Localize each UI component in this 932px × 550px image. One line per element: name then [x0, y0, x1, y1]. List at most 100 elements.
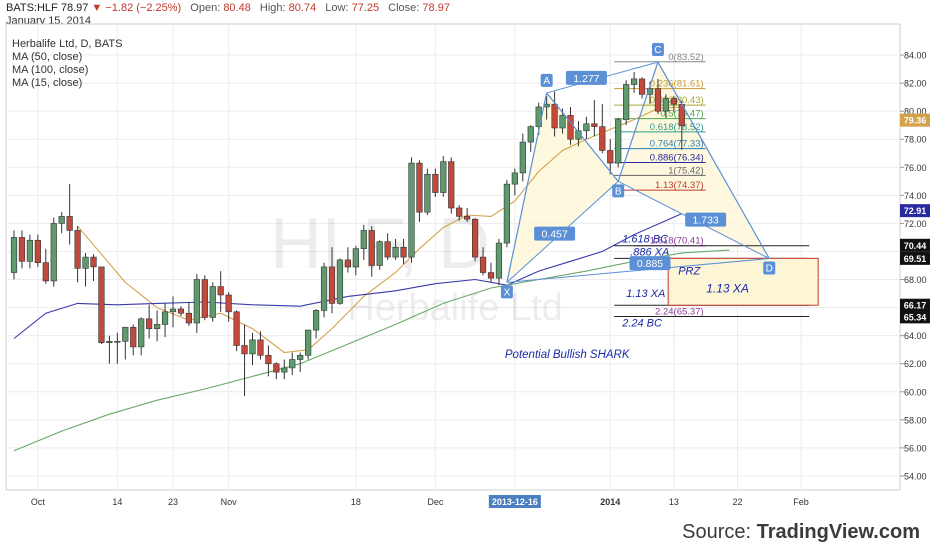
candle: [161, 303, 169, 338]
ratio-label: 0.457: [541, 229, 567, 241]
candle: [670, 95, 677, 113]
candle: [225, 292, 232, 322]
candle-body: [34, 239, 41, 264]
candle-body: [360, 230, 367, 249]
candle: [18, 230, 26, 269]
candle-body: [225, 294, 232, 313]
candle-body: [130, 326, 137, 348]
candle-body: [50, 223, 57, 282]
y-tick-label: 60.00: [904, 387, 927, 397]
candle: [487, 262, 495, 283]
candle: [193, 273, 200, 333]
candle-body: [42, 262, 49, 282]
candle: [630, 71, 638, 93]
candle-body: [519, 141, 526, 174]
candle-body: [456, 207, 463, 217]
fib-level-label: 0.618(78.52): [650, 122, 704, 133]
candle-body: [217, 286, 224, 296]
pattern-leg: [617, 61, 659, 182]
ratio-label: 1.277: [573, 73, 599, 85]
ma-line: [77, 106, 682, 354]
candle: [464, 207, 471, 223]
candle: [122, 326, 129, 360]
candle: [185, 301, 193, 326]
candle: [495, 238, 503, 286]
low-label: Low:: [325, 2, 349, 14]
x-tick-label: 2014: [600, 497, 620, 507]
candle: [34, 234, 41, 267]
candle-body: [297, 355, 304, 360]
candle: [265, 345, 272, 377]
candle-body: [257, 339, 264, 356]
pattern-point-label: X: [504, 287, 511, 298]
candle: [114, 332, 121, 364]
legend-ma50: MA (50, close): [12, 51, 83, 63]
candle: [527, 125, 534, 152]
price-tag-bg: [900, 251, 930, 265]
candle-body: [58, 216, 65, 224]
candle: [90, 254, 97, 281]
candle-body: [464, 216, 471, 220]
candle: [471, 217, 479, 262]
candle: [74, 226, 81, 283]
y-tick-label: 78.00: [904, 135, 927, 145]
low-value: 77.25: [351, 2, 380, 14]
candle: [583, 116, 590, 140]
watermark-name: Herbalife Ltd: [347, 287, 562, 329]
candle: [58, 212, 65, 234]
candle: [615, 118, 622, 168]
down-arrow-icon: ▼: [91, 2, 103, 14]
candle: [567, 106, 574, 145]
candle: [352, 245, 359, 276]
bc-label: 2.24 BC: [621, 317, 662, 329]
xa-label: 1.13 XA: [626, 288, 665, 300]
pattern-point-label: B: [615, 186, 622, 197]
high-value: 80.74: [288, 2, 317, 14]
candle: [130, 324, 137, 356]
candle-body: [623, 84, 630, 120]
candle-body: [289, 359, 296, 369]
fib-level-label: 0.764(77.33): [650, 139, 704, 150]
candle-body: [408, 162, 415, 258]
candle-body: [368, 230, 375, 266]
candle-body: [599, 126, 606, 151]
candle-body: [527, 126, 534, 143]
price-tag-label: 72.91: [904, 206, 927, 216]
x-tick-label: 2013-12-16: [492, 497, 538, 507]
candle-body: [400, 246, 407, 258]
price-change: −1.82 (−2.25%): [105, 2, 182, 14]
candle: [591, 99, 598, 137]
candle-body: [114, 340, 121, 343]
x-tick-label: Oct: [31, 497, 46, 507]
candle-body: [503, 183, 511, 244]
candle: [440, 156, 447, 197]
price-tag-bg: [900, 238, 930, 252]
candle: [26, 234, 34, 269]
pattern-point-badge: [500, 285, 513, 299]
price-tag-bg: [900, 113, 930, 127]
x-tick-label: Feb: [793, 497, 809, 507]
candle-body: [607, 150, 614, 164]
chart-legend: Herbalife Ltd, D, BATS MA (50, close) MA…: [12, 38, 122, 90]
candle-body: [74, 230, 81, 269]
candle-body: [344, 259, 352, 268]
y-tick-label: 54.00: [904, 471, 927, 481]
candle-body: [551, 103, 558, 129]
candle-body: [154, 324, 161, 329]
y-tick-label: 76.00: [904, 163, 927, 173]
close-value: 78.97: [422, 2, 450, 14]
candle-body: [583, 123, 590, 132]
candle-body: [281, 367, 288, 373]
legend-ma100: MA (100, close): [12, 64, 89, 76]
price-tag-bg: [900, 298, 930, 312]
candle-body: [336, 259, 344, 304]
source-credit: Source: TradingView.com: [682, 521, 920, 544]
candle: [50, 217, 57, 287]
prz-box: [667, 257, 819, 306]
pattern-point-label: A: [543, 76, 550, 87]
prz-xa-label: 1.13 XA: [706, 281, 749, 295]
pattern-leg: [506, 92, 548, 283]
candle: [424, 168, 431, 215]
candle-body: [384, 241, 391, 258]
